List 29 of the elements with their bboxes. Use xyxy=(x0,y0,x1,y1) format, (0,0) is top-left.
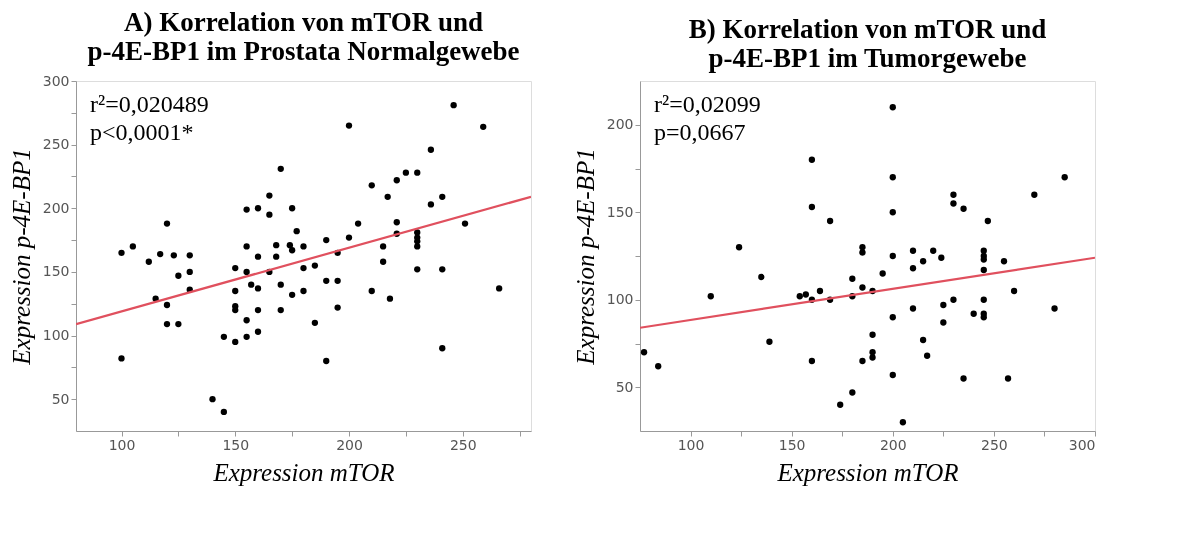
y-tick-label: 200 xyxy=(42,199,70,216)
annotation: r²=0,02099 xyxy=(654,91,761,117)
x-tick-label: 150 xyxy=(778,436,806,453)
annotation: r²=0,020489 xyxy=(90,91,209,117)
x-tick-label: 200 xyxy=(879,436,907,453)
x-tick-label: 300 xyxy=(1068,436,1096,453)
y-tick-label: 150 xyxy=(42,263,70,280)
y-tick-label: 200 xyxy=(606,116,634,133)
x-axis-title: Expression mTOR xyxy=(212,458,395,486)
chart-title: B) Korrelation von mTOR und p-4E-BP1 im Tumorgewebe xyxy=(688,14,1047,73)
x-axis-title: Expression mTOR xyxy=(776,458,959,486)
y-tick-label: 250 xyxy=(42,136,70,153)
y-tick-label: 300 xyxy=(42,72,70,89)
y-tick-label: 100 xyxy=(42,327,70,344)
y-tick-label: 50 xyxy=(615,378,634,395)
x-tick-label: 250 xyxy=(449,436,477,453)
y-tick-label: 150 xyxy=(606,203,634,220)
x-tick-label: 250 xyxy=(981,436,1008,453)
y-tick-label: 100 xyxy=(606,291,634,308)
annotation: p<0,0001* xyxy=(90,119,194,145)
y-axis-title: Expression p-4E-BP1 xyxy=(571,148,599,366)
x-tick-label: 200 xyxy=(336,436,363,453)
y-tick-label: 50 xyxy=(51,390,70,407)
x-tick-label: 150 xyxy=(222,436,250,453)
y-axis-title: Expression p-4E-BP1 xyxy=(7,148,35,366)
annotation: p=0,0667 xyxy=(654,119,746,145)
x-tick-label: 100 xyxy=(677,436,705,453)
chart-title: A) Korrelation von mTOR und p-4E-BP1 im Prostata Normalgewebe xyxy=(87,7,520,66)
x-tick-label: 100 xyxy=(108,436,136,453)
